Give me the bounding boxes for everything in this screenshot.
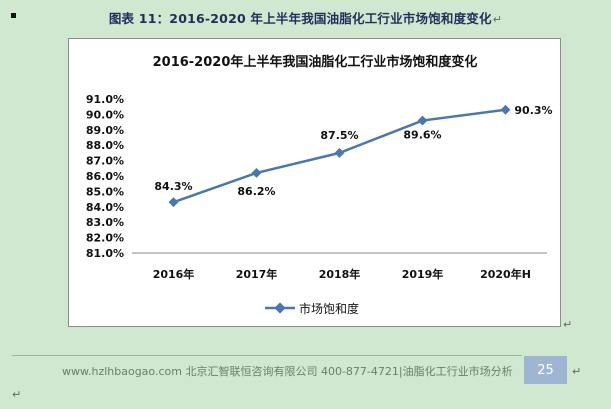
footer-text: www.hzlhbaogao.com 北京汇智联恒咨询有限公司 400-877-… [62, 365, 513, 378]
paragraph-mark: ↵ [492, 13, 503, 26]
y-tick-label: 82.0% [86, 232, 124, 245]
x-tick-label: 2016年 [153, 267, 195, 281]
page-number: 25 [524, 356, 567, 384]
y-tick-label: 87.0% [86, 155, 124, 168]
data-labels: 84.3% 86.2% 87.5% 89.6% 90.3% [154, 104, 552, 198]
footer-divider [12, 355, 522, 356]
data-label: 89.6% [403, 129, 441, 142]
legend-marker [274, 302, 286, 314]
x-tick-label: 2019年 [402, 267, 444, 281]
y-tick-label: 88.0% [86, 139, 124, 152]
data-label: 84.3% [154, 180, 192, 193]
paragraph-mark: ↵ [563, 318, 573, 331]
y-tick-label: 83.0% [86, 216, 124, 229]
paragraph-mark: ↵ [12, 388, 22, 401]
y-tick-label: 85.0% [86, 185, 124, 198]
data-point [500, 104, 511, 115]
y-tick-label: 89.0% [86, 124, 124, 137]
y-tick-label: 90.0% [86, 108, 124, 121]
data-label: 87.5% [320, 129, 358, 142]
x-tick-label: 2017年 [236, 267, 278, 281]
series-points [168, 104, 511, 208]
x-tick-label: 2018年 [319, 267, 361, 281]
data-point [417, 115, 428, 126]
y-tick-label: 81.0% [86, 247, 124, 260]
data-point [251, 167, 262, 178]
y-tick-label: 86.0% [86, 170, 124, 183]
data-label: 86.2% [237, 185, 275, 198]
legend-label: 市场饱和度 [299, 301, 359, 316]
paragraph-mark: ↵ [572, 365, 582, 378]
chart-title: 2016-2020年上半年我国油脂化工行业市场饱和度变化 [153, 54, 478, 70]
data-point [334, 147, 345, 158]
y-axis-ticks: 91.0% 90.0% 89.0% 88.0% 87.0% 86.0% 85.0% 84.0%… [86, 93, 124, 260]
caption-text: 图表 11：2016-2020 年上半年我国油脂化工行业市场饱和度变化 [108, 11, 492, 26]
legend: 市场饱和度 [265, 301, 359, 316]
list-bullet [11, 13, 16, 18]
data-point [168, 197, 179, 208]
figure-caption: 图表 11：2016-2020 年上半年我国油脂化工行业市场饱和度变化↵ [0, 8, 611, 27]
y-tick-label: 84.0% [86, 201, 124, 214]
data-label: 90.3% [514, 104, 552, 117]
line-chart: 2016-2020年上半年我国油脂化工行业市场饱和度变化 91.0% 90.0% 8… [86, 54, 553, 316]
chart-container: 2016-2020年上半年我国油脂化工行业市场饱和度变化 91.0% 90.0% 8… [68, 38, 561, 327]
x-tick-label: 2020年H [480, 267, 531, 281]
y-tick-label: 91.0% [86, 93, 124, 106]
x-axis-ticks: 2016年 2017年 2018年 2019年 2020年H [153, 267, 531, 281]
